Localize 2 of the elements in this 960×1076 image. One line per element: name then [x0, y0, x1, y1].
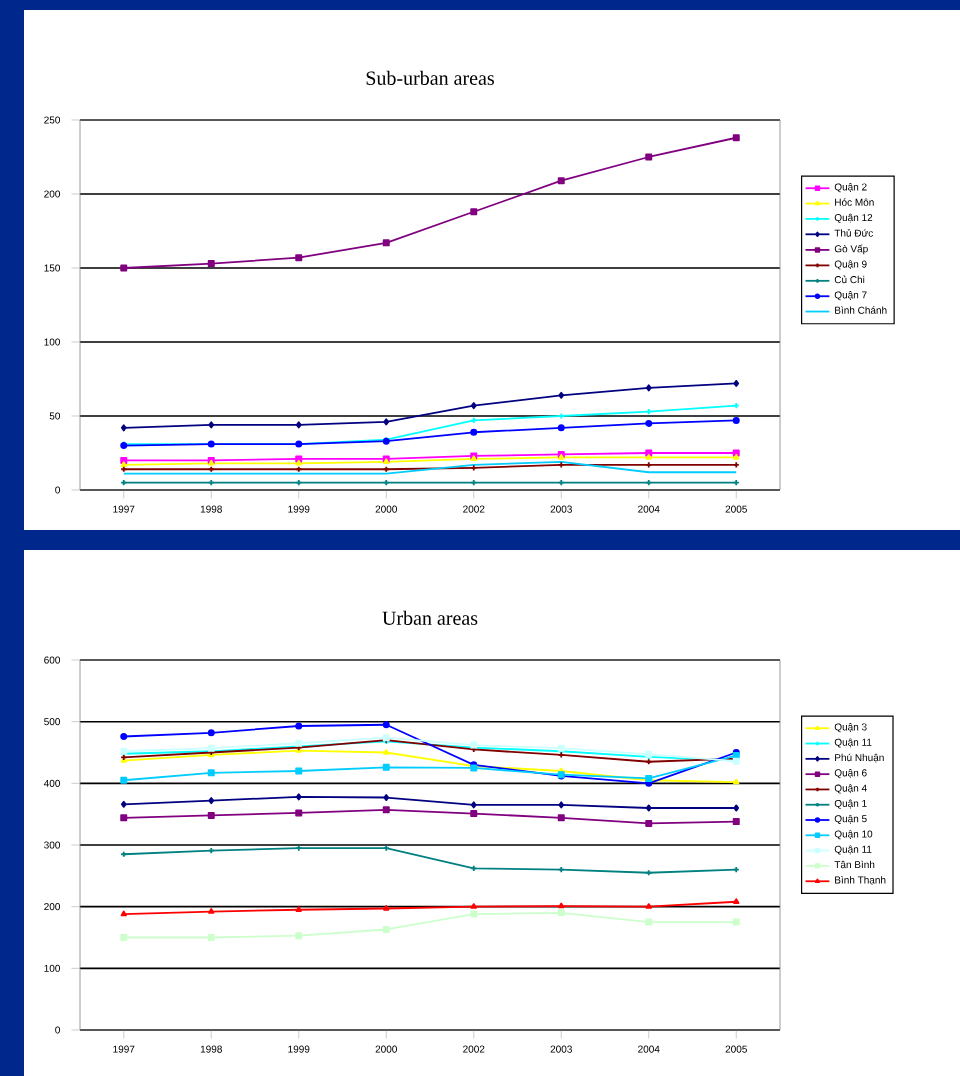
chart-title: Urban areas	[382, 610, 478, 625]
chart-title: Sub-urban areas	[366, 70, 494, 85]
